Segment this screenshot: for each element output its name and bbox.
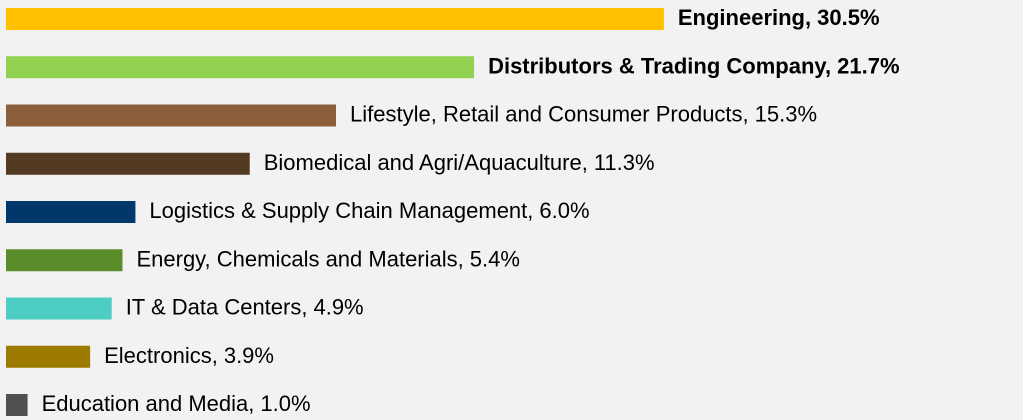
bar-label: Energy, Chemicals and Materials, 5.4%	[136, 246, 519, 271]
value-label: 6.0%	[539, 198, 589, 223]
value-label: 5.4%	[470, 246, 520, 271]
category-label: Distributors & Trading Company,	[488, 53, 831, 78]
bar-label: Engineering, 30.5%	[678, 5, 880, 30]
bar	[6, 56, 475, 79]
bar-label: Logistics & Supply Chain Management, 6.0%	[149, 198, 589, 223]
value-label: 1.0%	[260, 391, 310, 416]
category-label: Electronics,	[104, 343, 218, 368]
category-label: Logistics & Supply Chain Management,	[149, 198, 533, 223]
value-label: 11.3%	[594, 150, 655, 175]
bar-label: Electronics, 3.9%	[104, 343, 274, 368]
value-label: 4.9%	[313, 294, 363, 319]
bar-label: Biomedical and Agri/Aquaculture, 11.3%	[264, 150, 655, 175]
bar-label: Lifestyle, Retail and Consumer Products,…	[350, 101, 817, 126]
value-label: 15.3%	[755, 101, 817, 126]
bar-label: IT & Data Centers, 4.9%	[126, 294, 364, 319]
category-label: IT & Data Centers,	[126, 294, 308, 319]
bar	[6, 249, 123, 272]
value-label: 3.9%	[224, 343, 274, 368]
bar	[6, 104, 337, 127]
category-label: Education and Media,	[42, 391, 255, 416]
category-label: Biomedical and Agri/Aquaculture,	[264, 150, 588, 175]
bar-label: Education and Media, 1.0%	[42, 391, 311, 416]
bar	[6, 394, 28, 416]
category-label: Energy, Chemicals and Materials,	[136, 246, 463, 271]
bar-label: Distributors & Trading Company, 21.7%	[488, 53, 899, 78]
category-label: Engineering,	[678, 5, 811, 30]
value-label: 21.7%	[837, 53, 899, 78]
bar	[6, 201, 136, 223]
bar	[6, 345, 91, 368]
bar	[6, 297, 112, 320]
bar	[6, 8, 664, 30]
value-label: 30.5%	[817, 5, 879, 30]
bar	[6, 152, 250, 175]
category-label: Lifestyle, Retail and Consumer Products,	[350, 101, 749, 126]
